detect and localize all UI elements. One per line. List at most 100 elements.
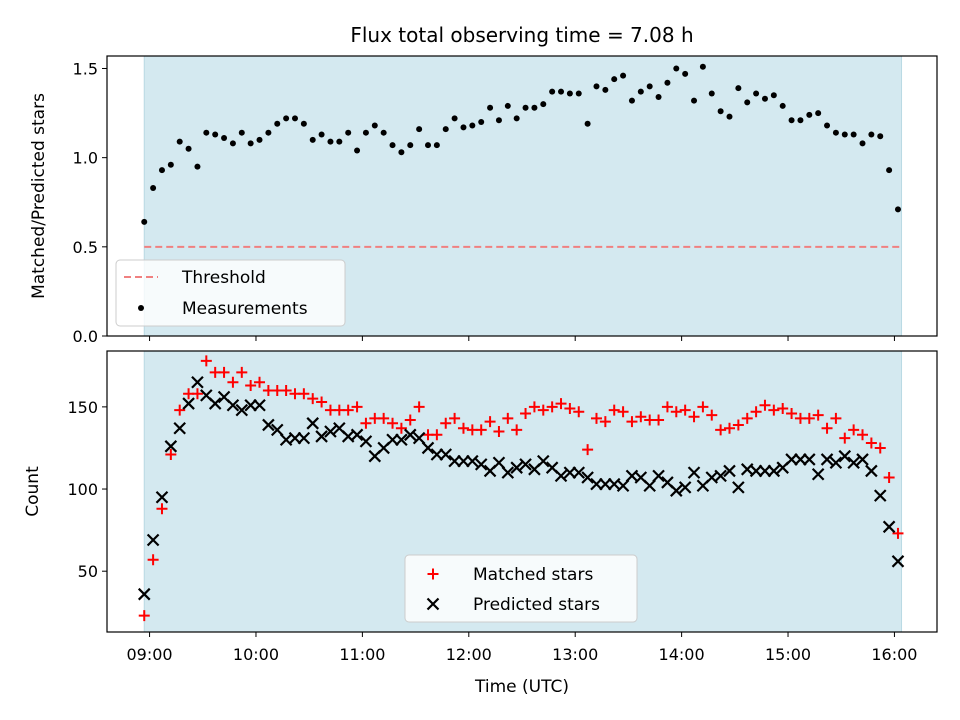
- predicted-star-marker: [678, 481, 692, 494]
- predicted-star-marker: [226, 398, 240, 412]
- predicted-star-marker: [164, 440, 178, 453]
- legend-predicted-label: Predicted stars: [473, 595, 600, 615]
- count-plot-marks: [137, 355, 905, 622]
- measurement-point: [327, 138, 334, 145]
- measurement-point: [398, 149, 405, 156]
- ratio-x-ticks: [149, 336, 895, 341]
- measurement-point: [699, 63, 706, 70]
- measurement-point: [283, 115, 290, 122]
- measurement-point: [371, 122, 378, 129]
- predicted-star-marker: [501, 466, 515, 479]
- matched-star-marker: [174, 404, 186, 416]
- matched-star-marker: [679, 404, 691, 416]
- predicted-star-marker: [510, 461, 523, 474]
- measurement-point: [779, 102, 786, 109]
- matched-star-marker: [777, 403, 789, 415]
- measurement-point: [362, 129, 369, 136]
- legend-box: [115, 259, 346, 327]
- legend-predicted-swatch: [426, 597, 440, 611]
- count-y-axis: 50 100 150: [67, 398, 107, 581]
- matched-star-marker: [661, 401, 673, 413]
- predicted-star-marker: [723, 464, 736, 478]
- matched-star-marker: [528, 401, 540, 413]
- measurement-point: [309, 136, 316, 143]
- measurement-point: [824, 122, 831, 129]
- predicted-star-marker: [670, 484, 683, 497]
- measurement-point: [806, 111, 813, 118]
- measurement-point: [602, 86, 609, 93]
- matched-star-marker: [706, 409, 718, 421]
- measurement-point: [389, 142, 396, 149]
- legend-measurements-swatch: [138, 305, 144, 311]
- measurement-point: [176, 138, 183, 145]
- matched-star-marker: [138, 610, 150, 622]
- measurement-point: [203, 129, 210, 136]
- matched-star-marker: [573, 406, 585, 418]
- measurement-point: [886, 167, 893, 174]
- matched-star-marker: [254, 376, 266, 388]
- matched-star-marker: [387, 417, 399, 429]
- y-tick-label: 1.5: [73, 59, 98, 78]
- x-tick-label: 15:00: [765, 645, 811, 664]
- measurement-point: [345, 129, 352, 136]
- predicted-star-marker: [412, 431, 426, 445]
- measurement-point: [167, 161, 174, 168]
- measurement-point: [868, 131, 875, 138]
- predicted-star-marker: [767, 464, 781, 478]
- ratio-axes-frame: [106, 55, 938, 337]
- matched-star-marker: [307, 393, 319, 405]
- matched-star-marker: [520, 407, 532, 419]
- measurement-point: [682, 70, 689, 77]
- predicted-star-marker: [492, 456, 506, 470]
- matched-star-marker: [218, 366, 230, 378]
- predicted-star-marker: [829, 456, 843, 470]
- legend-threshold-label: Threshold: [181, 268, 266, 288]
- matched-star-marker: [626, 416, 638, 428]
- matched-star-marker: [191, 388, 203, 400]
- y-tick-label: 1.0: [73, 149, 98, 168]
- matched-star-marker: [511, 424, 523, 436]
- ratio-plot-marks: [141, 63, 902, 248]
- matched-star-marker: [280, 384, 292, 396]
- measurement-point: [451, 115, 458, 122]
- y-tick-label: 50: [78, 562, 98, 581]
- measurement-point: [859, 140, 866, 147]
- count-axes-frame: [106, 350, 938, 633]
- x-tick-label: 09:00: [127, 645, 173, 664]
- predicted-star-marker: [474, 458, 488, 471]
- matched-star-marker: [608, 404, 620, 416]
- matched-star-marker: [812, 409, 824, 421]
- measurement-point: [336, 138, 343, 145]
- matched-star-marker: [395, 422, 407, 434]
- measurement-point: [442, 126, 449, 133]
- measurement-point: [221, 135, 228, 142]
- measurement-point: [274, 120, 281, 127]
- predicted-star-marker: [270, 423, 284, 437]
- measurement-point: [247, 140, 254, 147]
- matched-star-marker: [715, 424, 727, 436]
- matched-star-marker: [821, 422, 833, 434]
- matched-star-marker: [298, 388, 310, 400]
- measurement-point: [495, 117, 502, 124]
- measurement-point: [194, 163, 201, 170]
- measurement-point: [788, 117, 795, 124]
- y-tick-label: 0.5: [73, 238, 98, 257]
- predicted-star-marker: [253, 398, 266, 412]
- measurement-point: [708, 90, 715, 97]
- matched-star-marker: [830, 412, 842, 424]
- matched-star-marker: [484, 416, 496, 428]
- matched-star-marker: [502, 412, 514, 424]
- measurement-point: [318, 131, 325, 138]
- predicted-star-marker: [811, 467, 825, 481]
- predicted-star-marker: [395, 433, 408, 447]
- predicted-star-marker: [820, 453, 834, 466]
- predicted-star-marker: [155, 490, 169, 504]
- predicted-star-marker: [847, 456, 860, 470]
- measurement-point: [229, 140, 236, 147]
- measurement-point: [158, 167, 165, 174]
- measurement-point: [664, 79, 671, 86]
- predicted-star-marker: [882, 520, 896, 534]
- measurement-point: [150, 184, 157, 191]
- count-panel: 50 100 150 09:00 10:00 11:00 12:00 13:00 14:00 1…: [23, 350, 938, 664]
- matched-star-marker: [865, 437, 877, 449]
